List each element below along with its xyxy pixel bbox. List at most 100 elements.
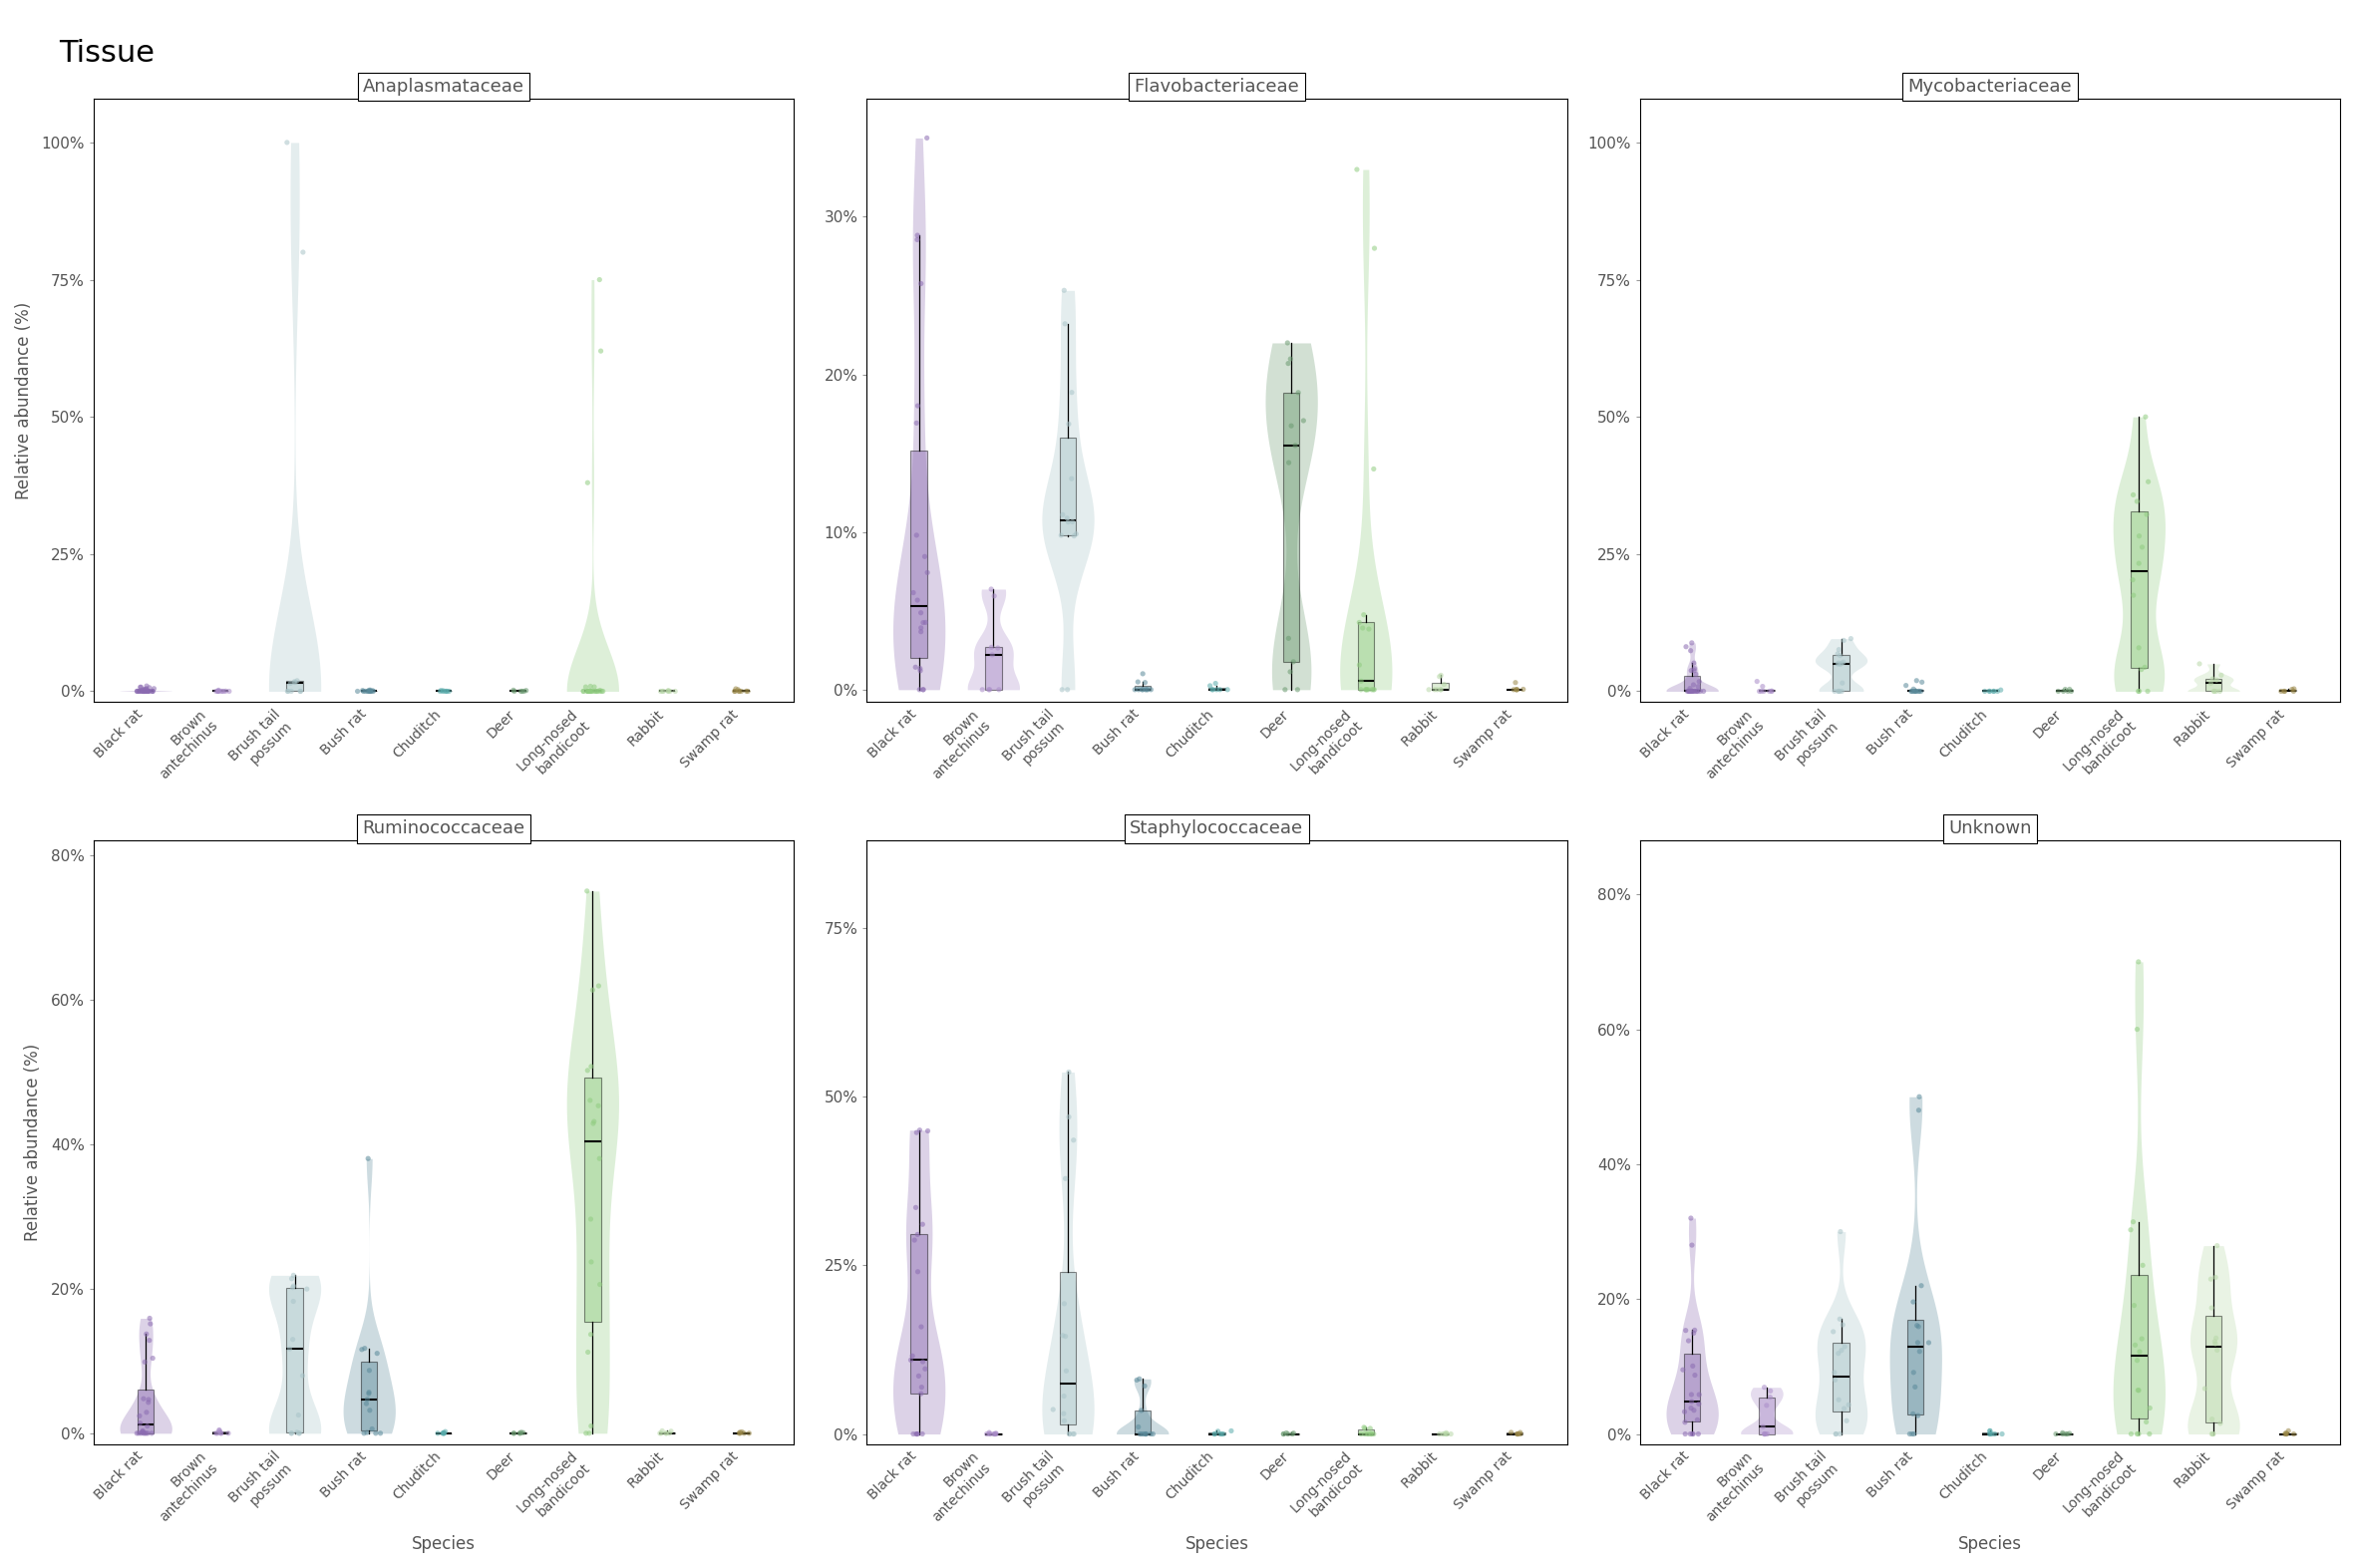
Point — [1046, 1402, 1083, 1427]
Point — [1818, 1422, 1856, 1447]
Point — [1427, 1421, 1465, 1446]
Point — [426, 679, 464, 704]
Point — [1055, 524, 1093, 549]
Point — [1126, 1374, 1163, 1399]
Point — [2051, 1421, 2089, 1446]
Point — [652, 679, 690, 704]
Point — [125, 1386, 162, 1411]
Point — [1820, 652, 1858, 677]
Point — [1672, 638, 1710, 663]
Point — [968, 1422, 1006, 1447]
Point — [575, 1109, 612, 1134]
Point — [120, 679, 158, 704]
Point — [572, 1322, 610, 1347]
PathPatch shape — [2204, 679, 2221, 691]
Point — [1752, 679, 1790, 704]
Point — [1674, 659, 1712, 684]
Point — [120, 679, 158, 704]
Point — [575, 1112, 612, 1137]
Point — [424, 1421, 462, 1446]
Point — [1672, 679, 1710, 704]
Point — [963, 677, 1001, 702]
Point — [1823, 1338, 1860, 1363]
Point — [346, 1421, 384, 1446]
Point — [1349, 1422, 1387, 1447]
Point — [1900, 1339, 1938, 1364]
Point — [570, 470, 608, 495]
Point — [130, 679, 167, 704]
PathPatch shape — [1908, 1320, 1924, 1414]
Point — [273, 1265, 311, 1290]
Point — [127, 679, 165, 704]
Point — [1672, 1232, 1710, 1258]
PathPatch shape — [2131, 1275, 2148, 1419]
Point — [1827, 1408, 1865, 1433]
Point — [125, 679, 162, 704]
Point — [130, 1388, 167, 1413]
Point — [2268, 1422, 2306, 1447]
Point — [2120, 679, 2157, 704]
Point — [584, 679, 622, 704]
Point — [363, 1421, 400, 1446]
Point — [1674, 1422, 1712, 1447]
Point — [344, 679, 382, 704]
Point — [1903, 1273, 1941, 1298]
Point — [1818, 641, 1856, 666]
Point — [351, 677, 389, 702]
Point — [346, 679, 384, 704]
PathPatch shape — [137, 1389, 153, 1433]
Point — [2197, 1331, 2235, 1356]
Point — [1213, 1419, 1251, 1444]
Point — [1349, 1422, 1387, 1447]
Point — [1121, 1366, 1159, 1391]
Point — [1816, 679, 1853, 704]
Point — [130, 679, 167, 704]
Point — [645, 679, 683, 704]
Point — [1199, 1419, 1236, 1444]
Point — [203, 679, 240, 704]
Point — [1043, 522, 1081, 547]
Point — [422, 677, 459, 702]
Point — [1055, 1422, 1093, 1447]
Point — [200, 679, 238, 704]
Point — [1978, 679, 2016, 704]
Y-axis label: Relative abundance (%): Relative abundance (%) — [24, 1043, 42, 1240]
Point — [2115, 483, 2152, 508]
Point — [502, 1419, 539, 1444]
Point — [1123, 677, 1161, 702]
Point — [1672, 630, 1710, 655]
Point — [1046, 1323, 1083, 1348]
Point — [1898, 1312, 1936, 1338]
Point — [1046, 1383, 1083, 1408]
Point — [900, 223, 937, 248]
Point — [1743, 674, 1780, 699]
Point — [1498, 670, 1535, 695]
Point — [1896, 1359, 1933, 1385]
Point — [1352, 1422, 1389, 1447]
Point — [1050, 510, 1088, 535]
Point — [897, 1120, 935, 1145]
Point — [349, 1391, 386, 1416]
Point — [1046, 1408, 1083, 1433]
Point — [2120, 1378, 2157, 1403]
Point — [1971, 679, 2009, 704]
Point — [1679, 1408, 1717, 1433]
Point — [424, 1421, 462, 1446]
Point — [1674, 1320, 1712, 1345]
Point — [2129, 679, 2167, 704]
Point — [909, 125, 947, 151]
Point — [728, 679, 765, 704]
Point — [122, 1421, 160, 1446]
Point — [572, 674, 610, 699]
Point — [127, 1400, 165, 1425]
Point — [975, 1422, 1013, 1447]
Point — [902, 1375, 940, 1400]
Point — [1034, 1397, 1072, 1422]
Point — [1354, 677, 1392, 702]
Point — [2197, 668, 2235, 693]
Point — [1745, 679, 1783, 704]
Point — [127, 679, 165, 704]
Point — [207, 679, 245, 704]
Point — [1740, 679, 1778, 704]
Point — [579, 679, 617, 704]
